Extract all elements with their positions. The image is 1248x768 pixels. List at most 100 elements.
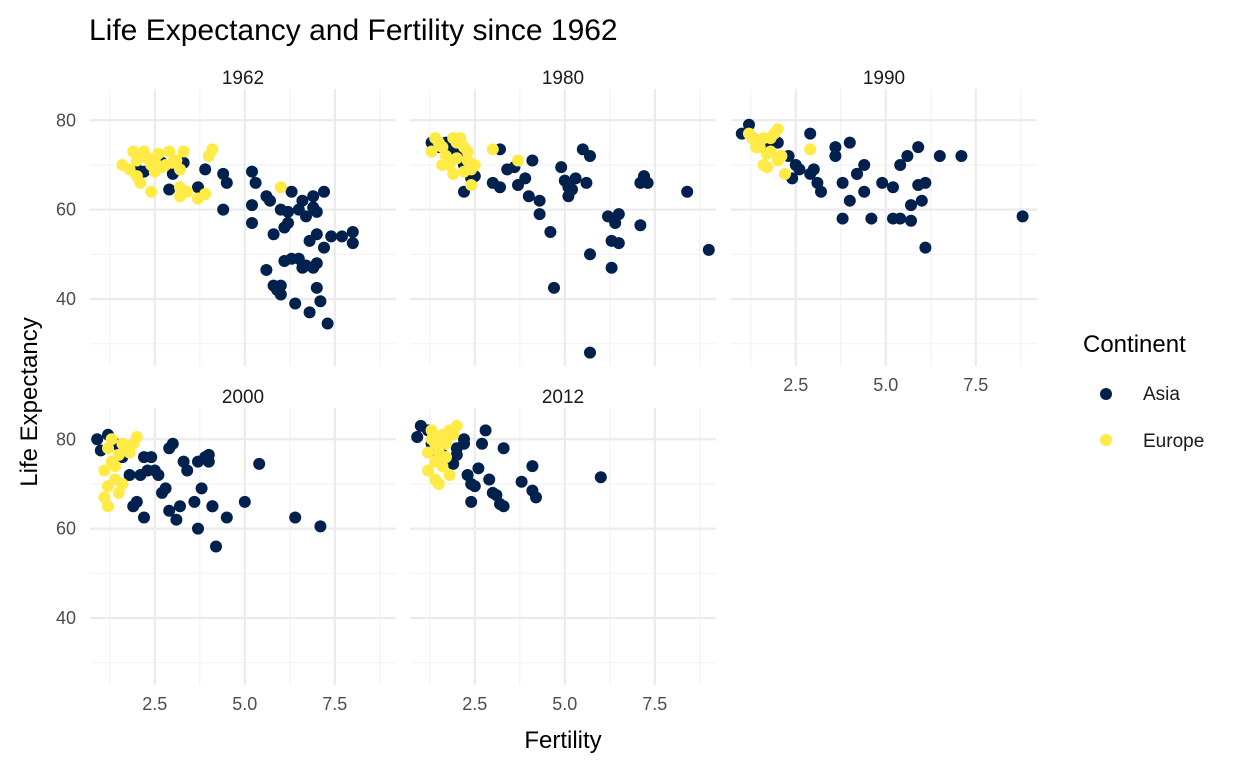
- point-asia-1962: [300, 210, 312, 223]
- point-asia-1962: [303, 234, 316, 247]
- point-europe-1980: [512, 154, 524, 167]
- point-asia-1980: [609, 217, 622, 230]
- point-europe-1980: [425, 145, 438, 158]
- point-europe-1990: [779, 167, 791, 180]
- point-asia-2000: [91, 433, 104, 446]
- x-tick-label: 7.5: [642, 694, 667, 714]
- point-asia-1990: [894, 212, 907, 225]
- x-tick-label: 2.5: [142, 694, 167, 714]
- chart-title: Life Expectancy and Fertility since 1962: [89, 14, 618, 47]
- point-asia-2000: [174, 500, 186, 513]
- point-asia-1962: [217, 203, 230, 216]
- point-asia-1962: [314, 295, 327, 308]
- x-tick-label: 2.5: [783, 375, 808, 395]
- point-asia-1962: [346, 237, 359, 250]
- point-europe-2012: [450, 419, 463, 432]
- point-asia-2000: [206, 500, 219, 513]
- x-tick-label: 2.5: [462, 694, 487, 714]
- point-asia-1962: [318, 185, 330, 198]
- point-asia-1990: [876, 176, 889, 189]
- legend-label-europe: Europe: [1143, 431, 1204, 452]
- legend-key-europe: [1100, 434, 1112, 446]
- point-asia-1980: [522, 190, 535, 203]
- point-asia-1962: [246, 165, 258, 178]
- point-asia-1990: [865, 212, 878, 225]
- x-axis-title: Fertility: [524, 727, 601, 754]
- point-asia-1980: [584, 150, 596, 163]
- facet-label-1962: 1962: [222, 68, 264, 89]
- point-asia-2012: [458, 437, 470, 450]
- point-asia-1962: [307, 261, 320, 274]
- point-europe-2012: [432, 477, 445, 490]
- point-europe-1980: [458, 165, 470, 178]
- point-asia-1990: [905, 199, 917, 212]
- point-asia-1962: [307, 190, 320, 203]
- point-asia-1980: [555, 161, 568, 174]
- point-europe-2012: [422, 446, 434, 459]
- point-asia-2000: [130, 495, 143, 508]
- point-asia-1962: [310, 205, 323, 218]
- point-asia-1980: [605, 261, 618, 274]
- point-asia-2012: [526, 460, 539, 473]
- point-asia-1990: [843, 136, 856, 149]
- point-asia-2000: [163, 504, 176, 517]
- point-asia-2000: [238, 495, 251, 508]
- point-asia-1990: [829, 150, 842, 163]
- point-asia-1990: [1016, 210, 1029, 223]
- point-asia-2012: [497, 442, 510, 455]
- point-asia-1962: [282, 205, 294, 218]
- point-asia-2012: [530, 491, 542, 504]
- point-asia-2000: [159, 482, 172, 495]
- point-asia-1980: [580, 176, 593, 189]
- point-europe-2000: [102, 500, 114, 513]
- point-europe-1962: [177, 145, 190, 158]
- point-asia-1990: [894, 158, 907, 171]
- point-asia-1990: [836, 176, 849, 189]
- point-asia-1990: [912, 141, 925, 154]
- facet-panel-1962: 1962 40 60 80: [56, 68, 396, 366]
- point-europe-1962: [206, 143, 219, 156]
- point-asia-1962: [310, 281, 323, 294]
- point-europe-2000: [130, 431, 143, 444]
- point-asia-1990: [804, 127, 817, 140]
- point-asia-1990: [915, 194, 928, 207]
- point-asia-1980: [533, 208, 546, 221]
- facet-panel-2012: 2012 2.5 5.0 7.5: [410, 387, 716, 714]
- point-europe-2000: [98, 464, 111, 477]
- point-europe-2012: [429, 437, 442, 450]
- point-asia-1962: [296, 194, 309, 207]
- point-asia-1962: [285, 185, 298, 198]
- point-europe-1962: [274, 181, 287, 194]
- y-tick-label: 60: [56, 200, 76, 220]
- point-europe-1990: [771, 123, 784, 136]
- y-tick-label: 80: [56, 110, 76, 130]
- point-asia-1990: [919, 241, 932, 254]
- point-europe-1980: [447, 167, 460, 180]
- point-asia-2000: [253, 457, 266, 470]
- point-europe-2000: [102, 480, 114, 493]
- point-asia-2012: [476, 437, 488, 450]
- y-tick-label: 80: [56, 429, 76, 449]
- point-europe-1962: [152, 147, 165, 160]
- point-europe-1980: [486, 143, 499, 156]
- point-europe-2000: [105, 433, 118, 446]
- point-europe-2012: [425, 424, 438, 437]
- point-europe-1990: [804, 143, 817, 156]
- point-europe-1980: [461, 145, 474, 158]
- y-tick-label: 40: [56, 289, 76, 309]
- point-europe-1962: [134, 176, 147, 189]
- point-europe-1980: [468, 158, 481, 171]
- point-asia-2000: [145, 451, 158, 464]
- point-asia-2012: [483, 473, 496, 486]
- point-asia-2000: [195, 482, 208, 495]
- point-europe-1980: [465, 179, 478, 192]
- point-asia-1962: [289, 297, 302, 310]
- facet-label-2012: 2012: [542, 387, 584, 408]
- point-asia-1980: [544, 225, 557, 238]
- x-tick-label: 7.5: [963, 375, 988, 395]
- point-asia-1962: [303, 306, 316, 319]
- point-asia-1990: [933, 150, 946, 163]
- point-asia-1962: [246, 217, 258, 230]
- point-asia-1962: [346, 225, 359, 238]
